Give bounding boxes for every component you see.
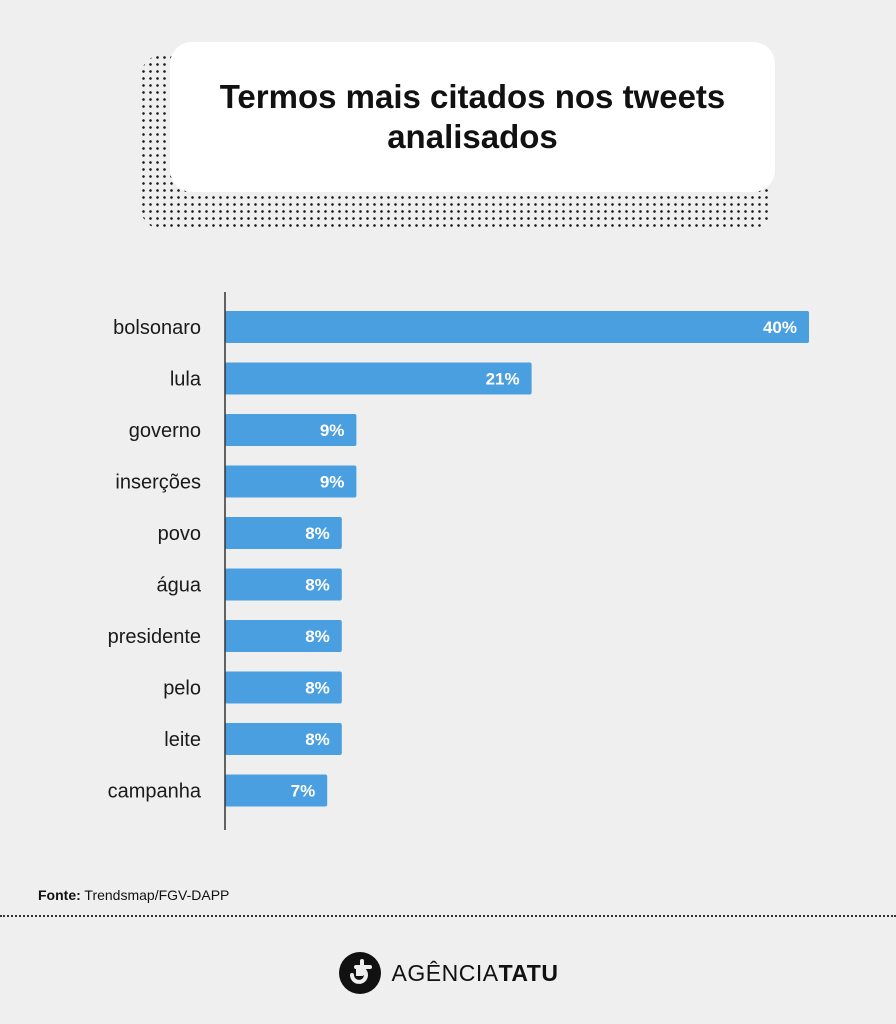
source-text: Trendsmap/FGV-DAPP	[84, 887, 230, 903]
agencia-tatu-logo-icon	[338, 952, 381, 994]
category-label-9: campanha	[108, 781, 202, 803]
bar-7	[225, 671, 342, 704]
bar-value-label-4: 8%	[305, 524, 330, 543]
bar-9	[225, 774, 328, 807]
brand-name: AGÊNCIATATU	[392, 960, 559, 987]
bar-value-label-6: 8%	[305, 627, 330, 646]
bar-3	[225, 465, 357, 498]
brand-name-bold: TATU	[498, 959, 559, 986]
bar-value-label-2: 9%	[320, 421, 345, 440]
bar-5	[225, 568, 342, 601]
bar-value-label-0: 40%	[763, 318, 797, 337]
category-label-0: bolsonaro	[113, 317, 201, 339]
category-label-4: povo	[158, 523, 201, 545]
bar-value-label-9: 7%	[291, 782, 316, 801]
bar-8	[225, 723, 342, 755]
title-block: Termos mais citados nos tweets analisado…	[140, 42, 780, 232]
brand-name-regular: AGÊNCIA	[391, 959, 499, 986]
bar-2	[225, 414, 357, 446]
category-label-3: inserções	[115, 472, 201, 494]
bar-0	[225, 311, 809, 343]
bar-4	[225, 517, 342, 549]
bar-value-label-1: 21%	[486, 370, 520, 389]
title-card: Termos mais citados nos tweets analisado…	[170, 42, 775, 192]
category-label-6: presidente	[108, 626, 201, 648]
category-label-1: lula	[170, 369, 202, 391]
bar-value-label-5: 8%	[305, 576, 330, 595]
bar-chart: 40% bolsonaro 21% lula 9% governo 9% inserções 8…	[0, 290, 896, 835]
bar-6	[225, 620, 342, 652]
category-label-2: governo	[129, 420, 201, 442]
dotted-divider	[0, 915, 896, 917]
source-label: Fonte:	[38, 887, 81, 903]
category-label-5: água	[157, 575, 202, 597]
chart-title: Termos mais citados nos tweets analisado…	[219, 78, 726, 155]
brand-footer: AGÊNCIATATU	[0, 948, 896, 998]
bar-value-label-7: 8%	[305, 679, 330, 698]
bar-value-label-8: 8%	[305, 730, 330, 749]
category-label-8: leite	[164, 729, 201, 751]
source-note: Fonte: Trendsmap/FGV-DAPP	[38, 887, 229, 903]
category-label-7: pelo	[163, 678, 201, 700]
bar-value-label-3: 9%	[320, 473, 345, 492]
bar-1	[225, 362, 532, 395]
bar-chart-svg: 40% bolsonaro 21% lula 9% governo 9% inserções 8…	[108, 292, 809, 830]
